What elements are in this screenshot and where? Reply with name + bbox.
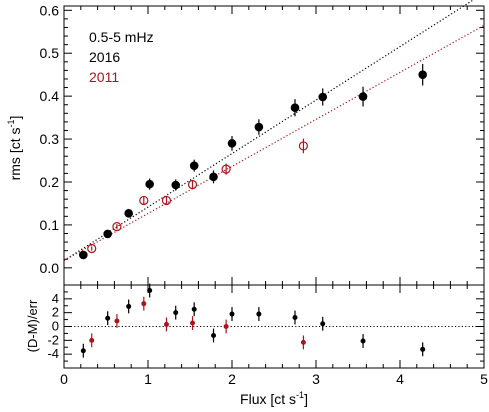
bottom-ytick-label: -2 bbox=[47, 332, 59, 347]
residual-point bbox=[126, 303, 132, 309]
top-ytick-label: 0.0 bbox=[40, 260, 60, 276]
annotation-2011: 2011 bbox=[89, 69, 119, 85]
residual-point bbox=[292, 315, 298, 321]
residual-point bbox=[190, 320, 196, 326]
annotation-2016: 2016 bbox=[89, 49, 120, 65]
top-ytick-label: 0.5 bbox=[40, 45, 60, 61]
data-point-2016 bbox=[189, 161, 199, 170]
bottom-ytick-label: 2 bbox=[52, 305, 59, 320]
bottom-ytick-label: 4 bbox=[52, 291, 59, 306]
residual-point bbox=[89, 337, 95, 343]
data-point-2011 bbox=[112, 222, 122, 232]
data-point-2016 bbox=[290, 103, 300, 113]
data-point-2011 bbox=[161, 195, 172, 206]
data-point-2016 bbox=[227, 139, 237, 148]
fit-line bbox=[63, 24, 485, 262]
residual-point bbox=[256, 311, 262, 317]
data-point-2016 bbox=[318, 92, 328, 102]
top-panel-frame bbox=[63, 5, 485, 286]
data-point-2011 bbox=[187, 179, 198, 190]
data-point-2016 bbox=[145, 179, 154, 189]
residual-point bbox=[163, 321, 169, 327]
xtick-label: 2 bbox=[228, 371, 236, 387]
bottom-ylabel: (D-M)/err bbox=[25, 299, 40, 352]
data-point-2016 bbox=[358, 92, 368, 101]
top-data-points bbox=[79, 63, 427, 260]
residual-point bbox=[320, 321, 326, 327]
fit-line bbox=[63, 0, 475, 262]
data-point-2011 bbox=[139, 195, 149, 206]
data-point-2016 bbox=[209, 172, 218, 182]
xtick-label: 5 bbox=[480, 371, 488, 387]
residual-point bbox=[223, 324, 229, 329]
top-ytick-label: 0.6 bbox=[40, 2, 60, 18]
xtick-label: 1 bbox=[144, 371, 152, 387]
data-point-2016 bbox=[79, 250, 88, 260]
data-point-2016 bbox=[254, 122, 264, 132]
xlabel: Flux [ct s-1] bbox=[240, 390, 308, 407]
residual-point bbox=[80, 348, 86, 354]
bottom-data-points bbox=[80, 283, 426, 358]
residual-point bbox=[191, 306, 197, 312]
annotation-band: 0.5-5 mHz bbox=[89, 29, 154, 45]
data-point-2016 bbox=[418, 70, 427, 79]
top-ytick-label: 0.4 bbox=[40, 88, 60, 104]
residual-point bbox=[360, 338, 366, 344]
residual-point bbox=[114, 318, 120, 324]
xtick-label: 0 bbox=[60, 371, 68, 387]
residual-point bbox=[147, 288, 153, 294]
residual-point bbox=[300, 339, 306, 345]
bottom-ytick-label: -4 bbox=[47, 346, 59, 361]
data-point-2011 bbox=[221, 164, 231, 174]
xtick-label: 3 bbox=[312, 371, 320, 387]
residual-point bbox=[141, 301, 147, 307]
top-ytick-label: 0.1 bbox=[40, 217, 60, 233]
xtick-label: 4 bbox=[396, 371, 404, 387]
residual-point bbox=[173, 310, 179, 316]
top-ylabel: rms [ct s-1] bbox=[6, 116, 23, 181]
bottom-ytick-label: 0 bbox=[52, 319, 59, 334]
residual-point bbox=[105, 315, 111, 321]
top-ytick-label: 0.3 bbox=[40, 131, 60, 147]
data-point-2016 bbox=[171, 180, 181, 190]
top-fit-lines bbox=[63, 0, 485, 262]
residual-point bbox=[211, 332, 217, 338]
data-point-2011 bbox=[87, 243, 97, 254]
data-point-2016 bbox=[103, 229, 112, 239]
top-axis-ticks: 0.0 0.1 0.2 0.3 0.4 0.5 0.6 bbox=[40, 2, 485, 285]
residual-point bbox=[229, 311, 235, 317]
data-point-2011 bbox=[298, 141, 308, 151]
residual-point bbox=[420, 346, 426, 352]
data-point-2016 bbox=[124, 209, 133, 218]
top-ytick-label: 0.2 bbox=[40, 174, 60, 190]
